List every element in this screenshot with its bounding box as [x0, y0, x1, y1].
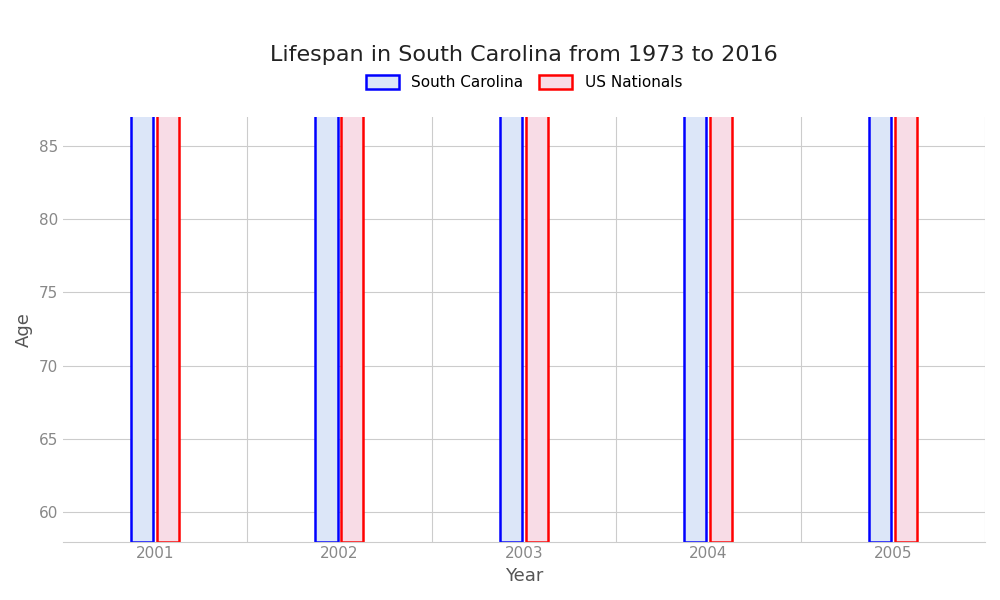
Bar: [869, 0, 891, 542]
X-axis label: Year: Year: [505, 567, 543, 585]
Bar: [895, 0, 917, 542]
Bar: [157, 0, 179, 542]
Bar: [684, 0, 706, 542]
Bar: [500, 0, 522, 542]
Bar: [710, 0, 732, 542]
Title: Lifespan in South Carolina from 1973 to 2016: Lifespan in South Carolina from 1973 to …: [270, 45, 778, 65]
Legend: South Carolina, US Nationals: South Carolina, US Nationals: [360, 69, 688, 96]
Bar: [315, 0, 338, 542]
Bar: [131, 0, 153, 542]
Bar: [341, 0, 363, 542]
Y-axis label: Age: Age: [15, 311, 33, 347]
Bar: [526, 0, 548, 542]
